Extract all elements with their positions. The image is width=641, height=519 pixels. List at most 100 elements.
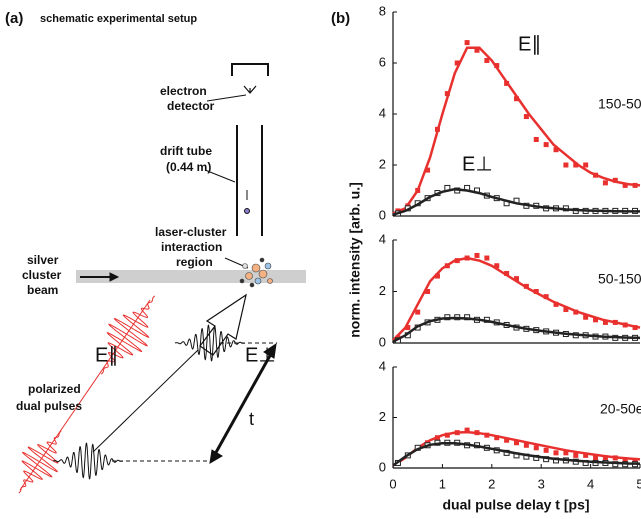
fit-line [392, 316, 641, 343]
data-point [543, 447, 549, 453]
label: electron [160, 84, 207, 98]
data-point [553, 147, 559, 153]
data-point [553, 450, 559, 456]
data-point [632, 457, 638, 463]
data-point [563, 450, 569, 456]
wave-packet [18, 430, 62, 494]
data-point [573, 452, 579, 458]
label: detector [167, 99, 215, 113]
data-point [563, 162, 569, 168]
data-point [543, 142, 549, 148]
annotation: 150-500eV [598, 96, 641, 112]
data-point [583, 314, 589, 320]
data-point [573, 162, 579, 168]
annotation: E∥ [518, 33, 541, 55]
data-point [593, 317, 599, 323]
data-point [474, 47, 480, 53]
data-point [533, 445, 539, 451]
arrow-head [263, 342, 277, 359]
fit-line [392, 187, 640, 216]
y-tick-label: 8 [379, 3, 386, 18]
label: E⊥ [245, 344, 276, 366]
panel-label: (b) [331, 10, 350, 27]
label: region [176, 255, 213, 269]
data-point [523, 442, 529, 448]
data-point [504, 437, 510, 443]
schematic [19, 63, 306, 491]
label: drift tube [160, 144, 212, 158]
data-point [602, 319, 608, 325]
panel-title: schematic experimental setup [40, 13, 197, 25]
arrow-head [109, 272, 120, 282]
data-point [622, 457, 628, 463]
label: laser-cluster [155, 225, 227, 239]
label: E∥ [95, 344, 118, 366]
label: beam [27, 283, 58, 297]
data-point [563, 307, 569, 313]
wave-packet [100, 295, 156, 375]
data-point [405, 325, 411, 331]
arrow-head [209, 449, 223, 464]
x-tick-label: 3 [538, 476, 545, 491]
y-tick-label: 4 [379, 105, 386, 120]
y-axis-label: norm. intensity [arb. u.] [347, 182, 363, 338]
pulses [18, 295, 246, 494]
x-axis-label: dual pulse delay t [ps] [442, 497, 589, 513]
x-tick-label: 0 [389, 476, 396, 491]
data-point [583, 452, 589, 458]
label: cluster [22, 268, 62, 282]
data-point [583, 162, 589, 168]
x-tick-label: 4 [587, 476, 594, 491]
data-point [425, 167, 431, 173]
data-point [454, 60, 460, 66]
data-point [434, 273, 440, 279]
data-point [484, 57, 490, 63]
data-point [425, 289, 431, 294]
wave-packet [52, 442, 124, 480]
x-tick-label: 5 [636, 476, 641, 491]
label: interaction [161, 240, 222, 254]
data-point [553, 301, 559, 307]
y-tick-label: 2 [379, 156, 386, 171]
data-point [494, 263, 500, 269]
fit-line [392, 442, 641, 467]
laser-arrow [199, 293, 247, 356]
beam-line [92, 349, 199, 453]
data-point [504, 270, 510, 276]
fit-line [392, 430, 641, 467]
y-tick-label: 0 [379, 459, 386, 474]
fit-line [392, 46, 641, 215]
label: silver [27, 253, 59, 267]
annotation: 50-150eV [598, 271, 641, 287]
data-point [464, 427, 470, 433]
label: polarized [28, 382, 81, 396]
annotation: 20-50eV [600, 401, 641, 417]
detector-symbol [243, 85, 257, 94]
data-point [514, 440, 519, 446]
y-tick-label: 0 [379, 334, 386, 349]
x-tick-label: 2 [488, 476, 495, 491]
y-tick-label: 4 [379, 358, 386, 373]
label: dual pulses [16, 399, 82, 413]
data-point [474, 252, 480, 258]
fit-line [392, 256, 641, 342]
y-tick-label: 2 [379, 283, 386, 298]
data-point [494, 435, 500, 441]
data-point [602, 455, 608, 461]
data-point [523, 114, 529, 120]
data-point [533, 137, 539, 142]
data-point [464, 40, 470, 46]
detector [231, 63, 269, 76]
delay-arrow [212, 351, 274, 457]
data-point [514, 276, 519, 282]
data-point [415, 309, 421, 315]
data-point [484, 255, 490, 261]
data-point [602, 180, 608, 186]
cluster [239, 257, 273, 288]
y-tick-label: 6 [379, 54, 386, 69]
label: t [249, 409, 254, 429]
x-tick-label: 1 [439, 476, 446, 491]
label: (0.44 m) [166, 160, 211, 174]
y-tick-label: 2 [379, 409, 386, 424]
